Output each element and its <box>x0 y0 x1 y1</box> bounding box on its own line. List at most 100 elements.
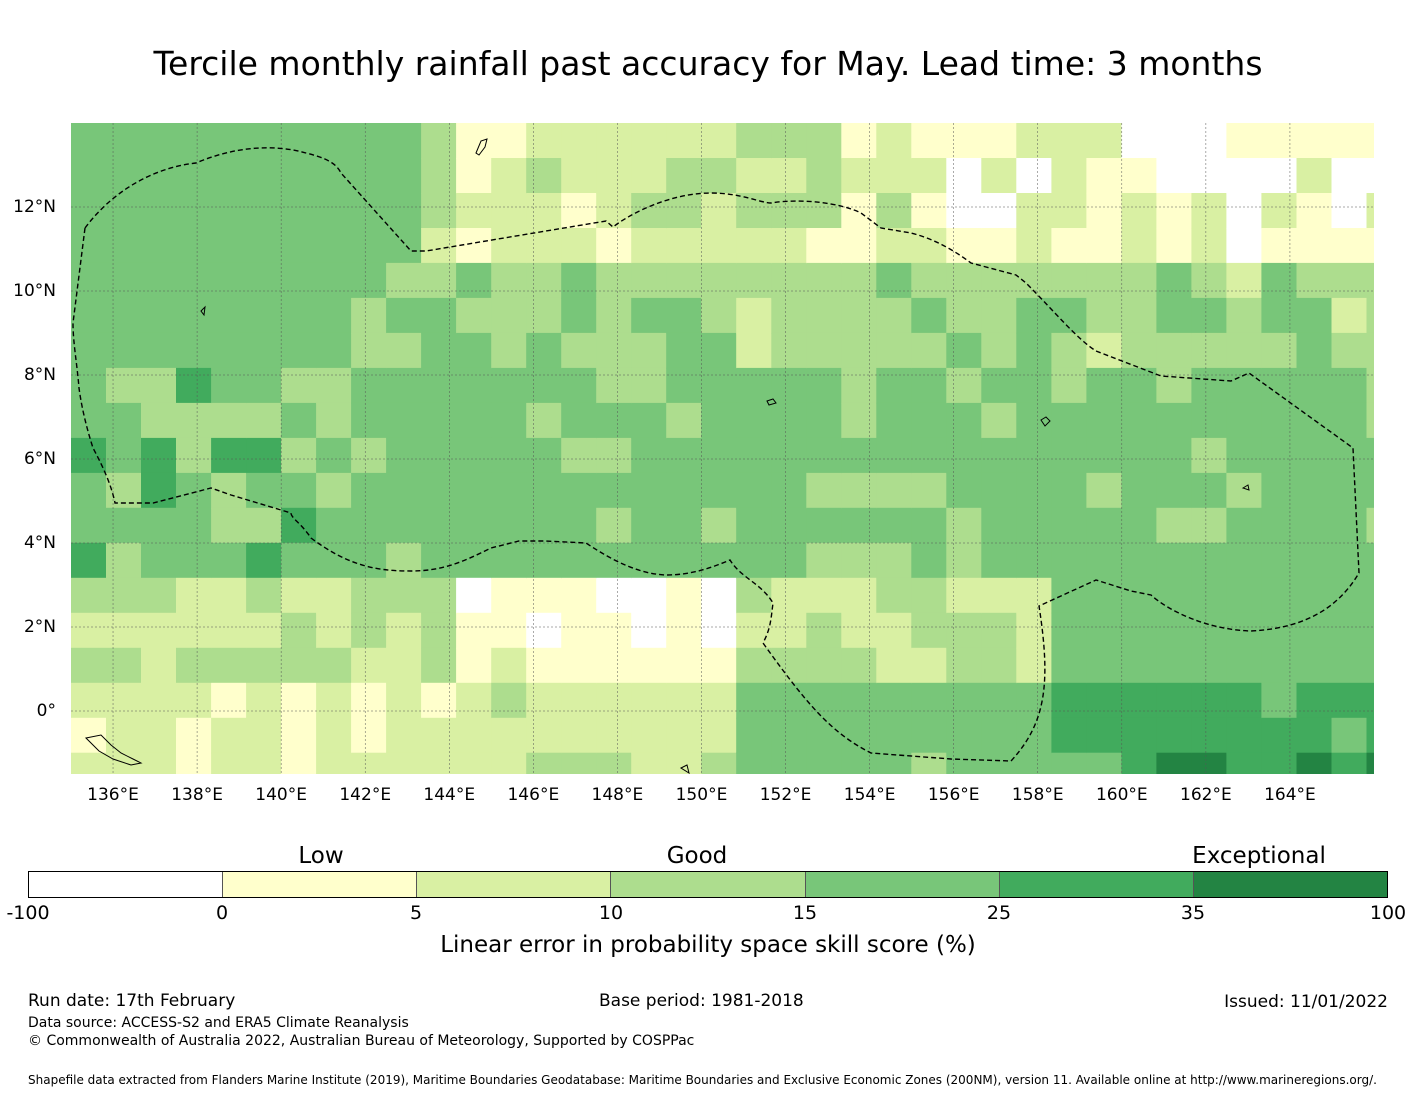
skill-cell <box>631 123 667 159</box>
skill-cell <box>1051 402 1087 439</box>
skill-cell <box>1331 193 1368 229</box>
skill-cell <box>1331 123 1368 159</box>
colorbar-tick: 10 <box>598 902 624 924</box>
skill-cell <box>666 752 702 774</box>
skill-cell <box>421 367 457 404</box>
skill-cell <box>876 717 912 754</box>
skill-cell <box>1331 437 1368 474</box>
skill-cell <box>981 472 1017 509</box>
pohnpei-outline <box>1040 416 1051 427</box>
skill-cell <box>1191 332 1227 369</box>
skill-cell <box>1191 612 1227 649</box>
skill-map[interactable] <box>71 123 1374 774</box>
skill-cell <box>666 297 702 334</box>
colorbar-segment <box>417 872 612 897</box>
skill-cell <box>106 367 142 404</box>
skill-cell <box>1156 542 1192 579</box>
skill-cell <box>1121 123 1157 159</box>
skill-cell <box>316 367 352 404</box>
skill-cell <box>281 228 317 264</box>
skill-cell <box>386 158 422 194</box>
skill-cell <box>911 123 947 159</box>
skill-cell <box>911 752 947 774</box>
skill-cell <box>736 367 772 404</box>
skill-cell <box>1366 717 1374 754</box>
skill-cell <box>1226 262 1262 299</box>
skill-cell <box>1191 647 1227 684</box>
skill-cell <box>1086 507 1122 544</box>
skill-cell <box>911 158 947 194</box>
skill-cell <box>911 577 947 614</box>
skill-cell <box>701 402 737 439</box>
skill-cell <box>631 158 667 194</box>
skill-cell <box>491 717 527 754</box>
longitude-label: 158°E <box>1011 785 1064 805</box>
skill-cell <box>666 262 702 299</box>
skill-cell <box>666 577 702 614</box>
run-date: Run date: 17th February <box>28 991 236 1011</box>
skill-cell <box>1296 472 1333 509</box>
skill-cell <box>1331 717 1368 754</box>
skill-cell <box>841 577 877 614</box>
skill-cell <box>1366 542 1374 579</box>
skill-cell <box>1121 717 1157 754</box>
skill-cell <box>421 228 457 264</box>
skill-cell <box>1051 472 1087 509</box>
skill-cell <box>1296 262 1333 299</box>
issued-date: Issued: 11/01/2022 <box>1224 992 1388 1012</box>
skill-cell <box>841 158 877 194</box>
skill-cell <box>386 437 422 474</box>
skill-cell <box>1016 123 1052 159</box>
skill-cell <box>246 367 282 404</box>
skill-cell <box>351 612 387 649</box>
skill-cell <box>71 193 107 229</box>
skill-cell <box>911 717 947 754</box>
skill-cell <box>1086 612 1122 649</box>
skill-cell <box>1016 158 1052 194</box>
skill-cell <box>1051 123 1087 159</box>
skill-cell <box>1261 367 1297 404</box>
skill-cell <box>806 717 842 754</box>
skill-cell <box>701 717 737 754</box>
skill-cell <box>281 472 317 509</box>
base-period: Base period: 1981-2018 <box>599 991 804 1011</box>
skill-cell <box>491 682 527 719</box>
skill-cell <box>596 472 632 509</box>
skill-cell <box>386 612 422 649</box>
skill-cell <box>1121 472 1157 509</box>
skill-cell <box>316 332 352 369</box>
skill-cell <box>981 297 1017 334</box>
skill-cell <box>421 542 457 579</box>
skill-cell <box>141 682 177 719</box>
skill-cell <box>876 612 912 649</box>
skill-cell <box>701 682 737 719</box>
skill-cell <box>1261 193 1297 229</box>
skill-cell <box>351 507 387 544</box>
skill-cell <box>876 123 912 159</box>
latitude-label: 10°N <box>13 281 56 301</box>
colorbar-segment <box>223 872 418 897</box>
skill-cell <box>456 472 492 509</box>
colorbar-category-good: Good <box>666 843 728 869</box>
skill-cell <box>526 123 562 159</box>
latitude-label: 6°N <box>23 449 56 469</box>
skill-cell <box>1226 717 1262 754</box>
skill-cell <box>981 752 1017 774</box>
skill-cell <box>1121 752 1157 774</box>
skill-cell <box>316 577 352 614</box>
skill-cell <box>666 332 702 369</box>
skill-cell <box>281 577 317 614</box>
skill-cell <box>561 402 597 439</box>
skill-cell <box>1261 402 1297 439</box>
skill-cell <box>1366 437 1374 474</box>
skill-cell <box>666 402 702 439</box>
skill-cell <box>1086 262 1122 299</box>
skill-cell <box>491 193 527 229</box>
skill-cell <box>631 682 667 719</box>
skill-cell <box>281 367 317 404</box>
skill-cell <box>526 507 562 544</box>
skill-cell <box>1086 647 1122 684</box>
skill-cell <box>456 367 492 404</box>
skill-cell <box>771 717 807 754</box>
longitude-label: 162°E <box>1180 785 1232 805</box>
